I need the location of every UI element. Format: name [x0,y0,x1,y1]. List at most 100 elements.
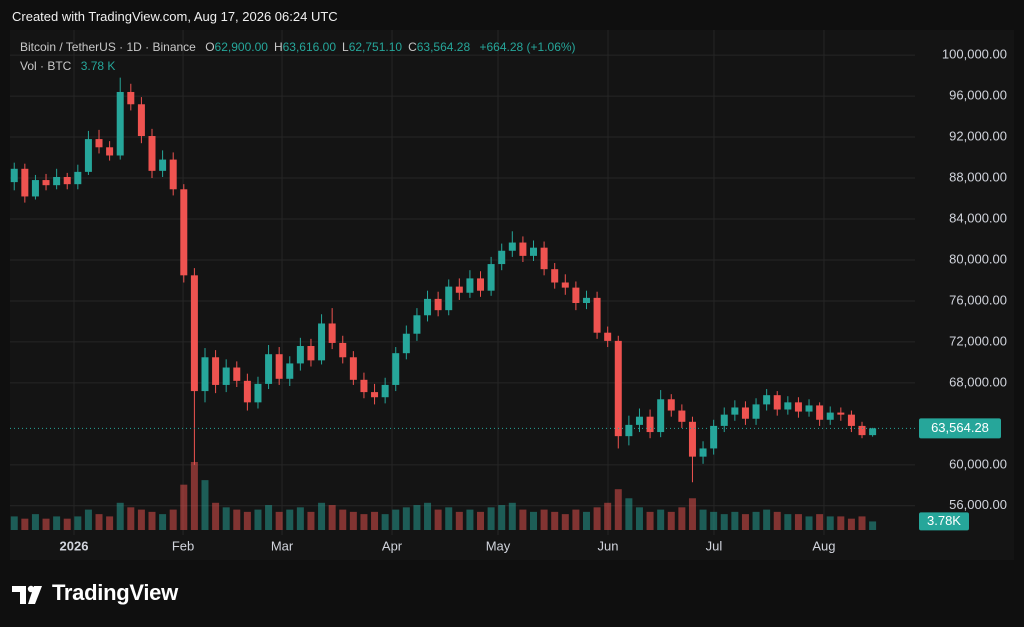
candle-body [699,448,707,457]
ohlc-key: L [342,40,349,54]
logo-icon [12,585,42,604]
volume-bar [95,514,103,530]
volume-bar [763,509,771,530]
volume-bar [710,511,718,530]
volume-bar [551,511,559,530]
candle-body [63,176,71,185]
volume-bar [339,509,347,530]
candle-body [445,286,453,311]
volume-bar [392,509,400,530]
volume-bar [434,509,442,530]
volume-bar [413,505,421,530]
candle-body [604,332,612,341]
volume-bar [519,509,527,530]
candle-body [773,395,781,410]
ohlc: O62,900.00 H63,616.00 L62,751.10 C63,564.28 [199,40,470,54]
volume-bar [561,514,569,530]
candle-body [720,414,728,426]
candle-body [551,269,559,283]
volume-bar [593,507,601,530]
brand-text: TradingView [52,580,178,605]
candle-body [837,412,845,415]
x-tick-label: Jun [598,538,619,553]
volume-name: Vol · BTC [20,59,72,73]
volume-bar [720,514,728,530]
candle-body [794,402,802,412]
volume-bar [222,507,230,530]
candle-body [635,416,643,425]
volume-bar [381,514,389,530]
volume-bar [424,502,432,530]
y-tick-label: 100,000.00 [942,47,1007,62]
candle-body [42,180,50,186]
candle-body [741,407,749,419]
volume-bar [201,480,209,530]
candle-body [127,91,135,105]
ohlc-value: 63,616.00 [282,40,336,54]
candle-body [667,399,675,411]
candle-body [307,346,315,361]
volume-bar [148,511,156,530]
volume-bar [837,516,845,530]
volume-bar [572,509,580,530]
candle-body [582,297,590,303]
candle-body [180,189,188,276]
candle-body [349,357,357,380]
volume-bar [349,511,357,530]
y-tick-label: 68,000.00 [949,374,1007,389]
candle-body [561,282,569,288]
x-tick-label: Feb [172,538,194,553]
candle-body [688,421,696,457]
candle-body [752,404,760,419]
volume-bar [74,516,82,530]
candle-body [455,286,463,293]
volume-bar [582,511,590,530]
volume-bar [657,509,665,530]
ohlc-key: C [408,40,417,54]
volume-bar [169,509,177,530]
volume-bar [869,521,877,530]
volume-bar [42,518,50,530]
candle-body [466,278,474,293]
volume-bar [635,507,643,530]
candle-body [371,392,379,398]
candle-body [646,416,654,433]
volume-bar [816,514,824,530]
candle-body [148,136,156,171]
candle-body [572,287,580,303]
x-tick-label: May [486,538,511,553]
volume-bar [731,511,739,530]
volume-bar [805,516,813,530]
volume-bar [243,511,251,530]
volume-bar [371,511,379,530]
y-tick-label: 76,000.00 [949,292,1007,307]
candle-body [137,104,145,137]
y-tick-label: 96,000.00 [949,88,1007,103]
x-tick-label: Apr [382,538,403,553]
candle-body [487,264,495,291]
y-tick-label: 92,000.00 [949,128,1007,143]
y-tick-label: 80,000.00 [949,251,1007,266]
volume-bar [265,505,273,530]
volume-bar [233,509,241,530]
candle-body [106,147,114,156]
candle-body [540,247,548,270]
y-tick-label: 84,000.00 [949,210,1007,225]
volume-bar [53,516,61,530]
candle-body [508,242,516,251]
volume-badge-label: 3.78K [927,513,961,528]
candle-body [657,399,665,433]
volume-bar [794,514,802,530]
volume-value: 3.78 K [80,59,116,73]
volume-bar [477,511,485,530]
ohlc-key: O [205,40,215,54]
volume-bar [159,514,167,530]
chart-panel [10,30,1014,560]
candle-body [413,315,421,334]
volume-bar [360,514,368,530]
candle-body [31,180,39,197]
volume-bar [63,518,71,530]
candle-body [678,410,686,422]
volume-bar [31,514,39,530]
